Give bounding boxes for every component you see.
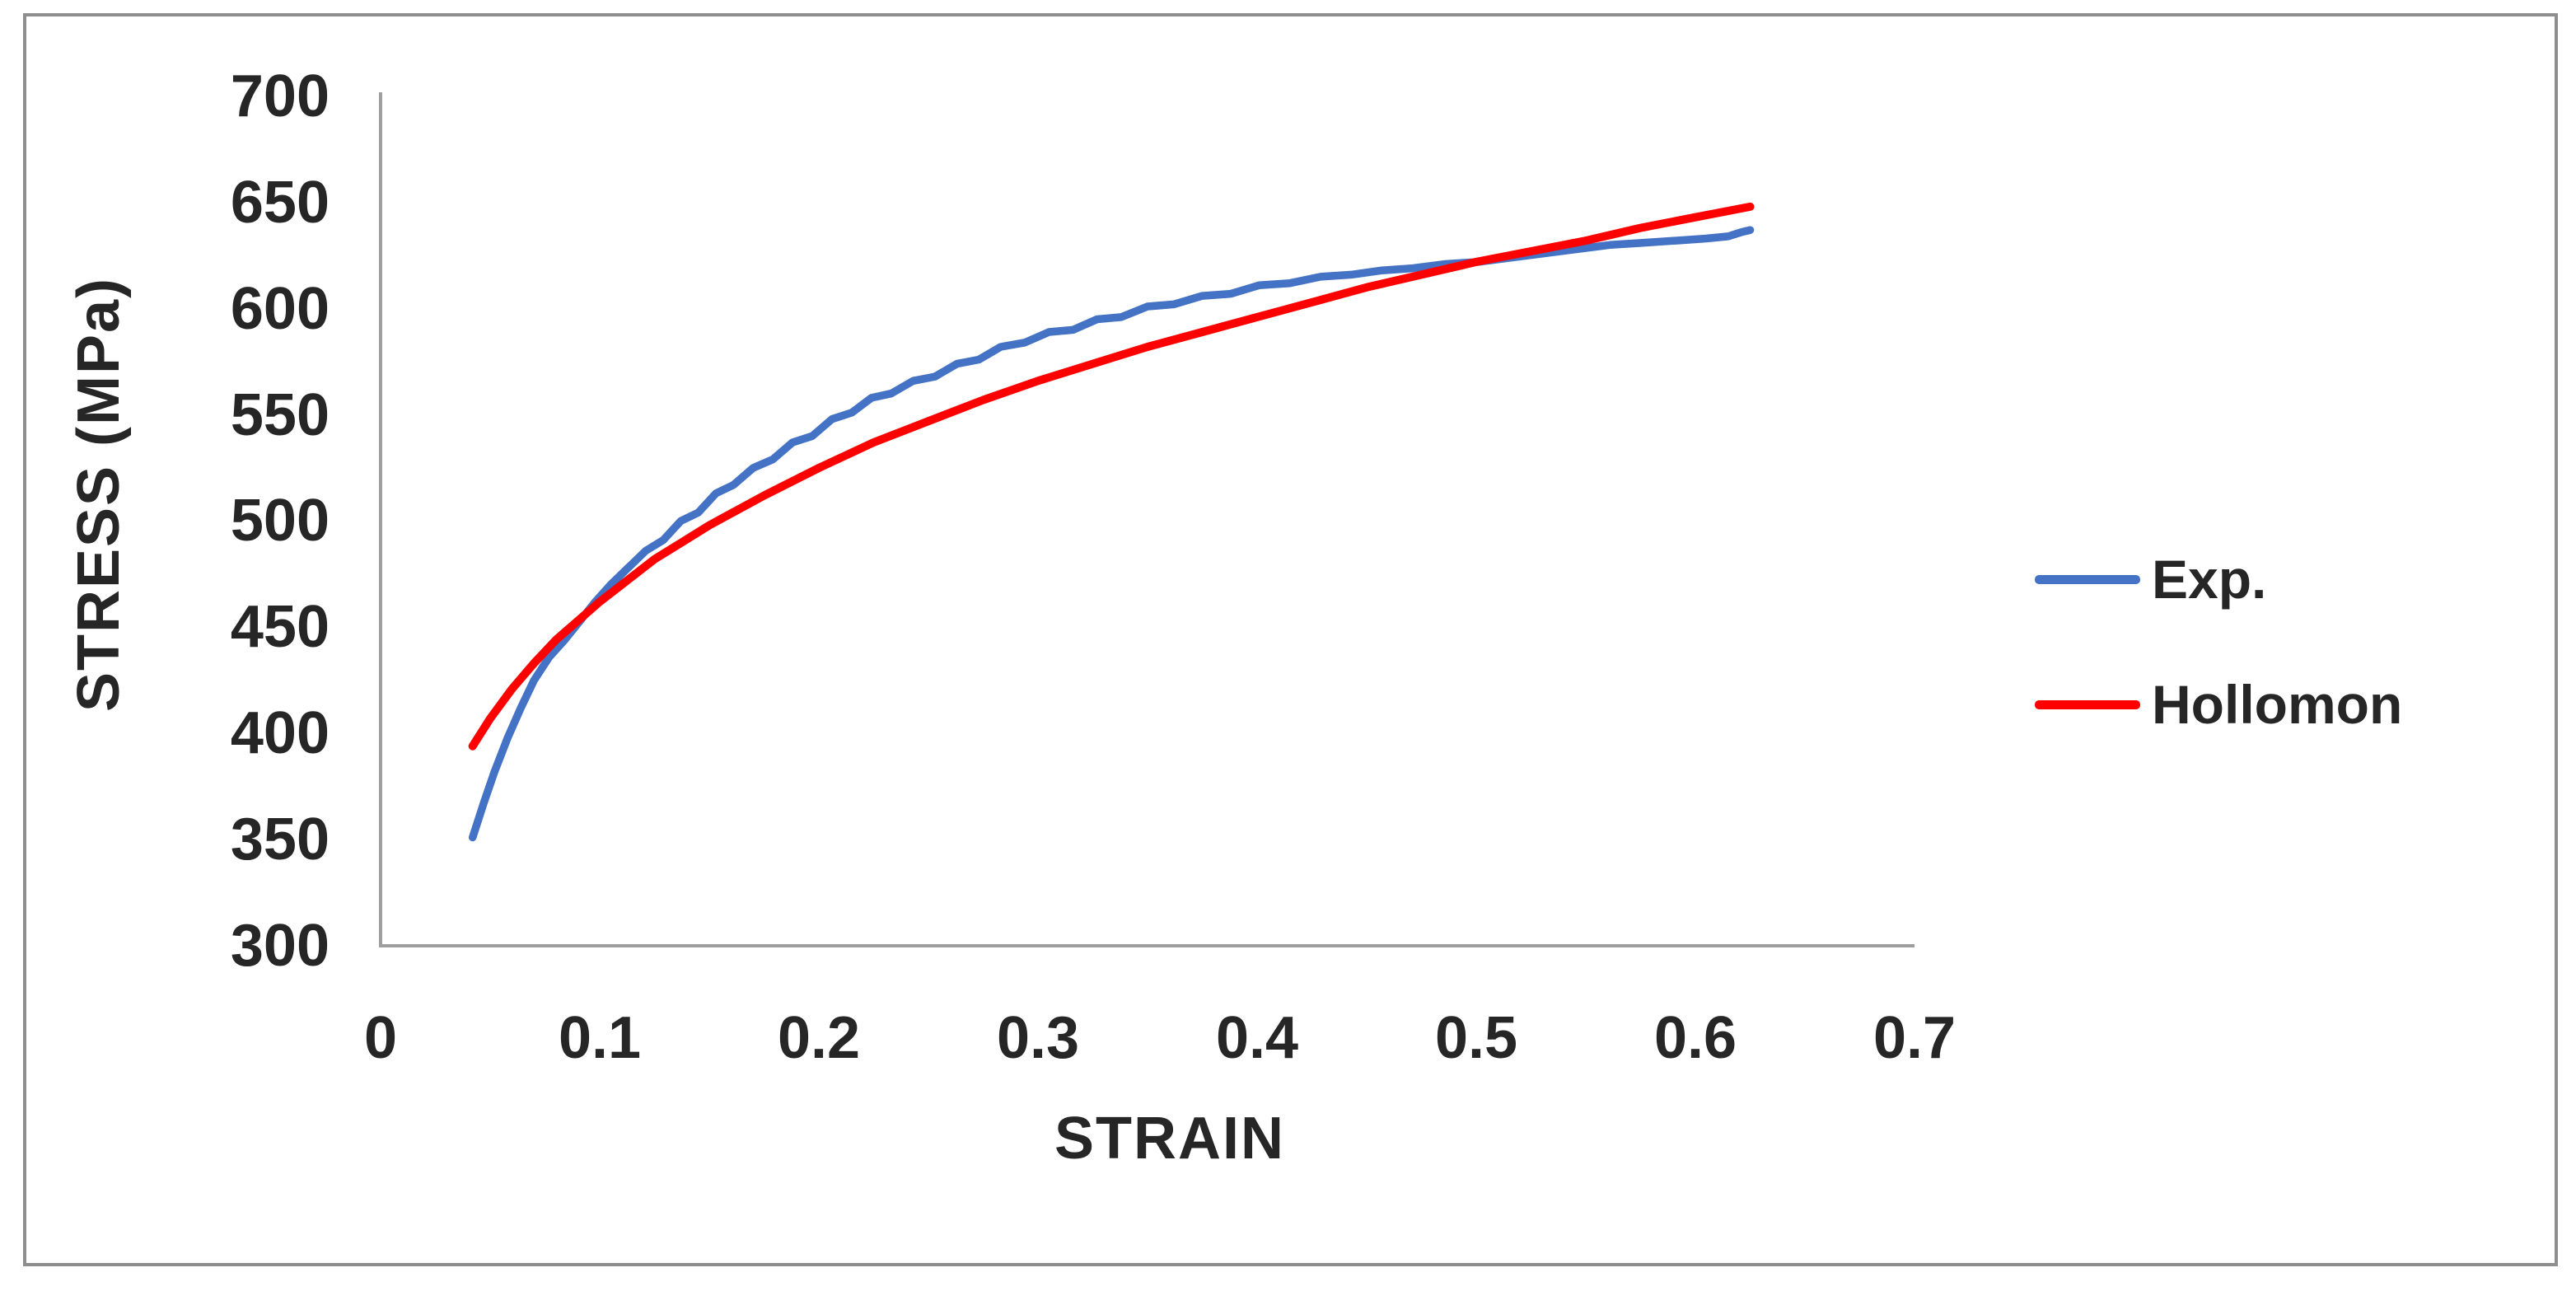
y-axis-tick-label: 350 [230,807,330,873]
legend-label-exp: Exp. [2152,549,2267,610]
legend-item-hollomon: Hollomon [2035,677,2402,732]
legend-label-hollomon: Hollomon [2152,674,2403,735]
legend-item-exp: Exp. [2035,552,2266,606]
figure-border [23,13,2558,1266]
x-axis-tick-label: 0.7 [1872,1005,1957,1071]
y-axis-tick-label: 450 [230,594,330,661]
x-axis-tick-label: 0.6 [1653,1005,1737,1071]
x-axis-title: STRAIN [1054,1106,1285,1172]
y-axis-title: STRESS (MPa) [66,276,132,713]
exp-curve [468,226,1755,842]
x-axis-tick-label: 0.3 [996,1005,1080,1071]
y-axis-tick-label: 700 [230,63,330,129]
legend: Exp. Hollomon [2035,0,2562,1291]
y-axis-tick-label: 400 [230,700,330,767]
x-axis-tick-label: 0.4 [1215,1005,1299,1071]
x-axis-tick-label: 0.5 [1434,1005,1518,1071]
y-axis-tick-label: 500 [230,488,330,554]
exp-line-swatch [2035,574,2140,584]
y-axis-tick-label: 600 [230,275,330,342]
y-axis-tick-label: 300 [230,913,330,979]
hollomon-line-swatch [2035,699,2140,709]
y-axis-tick-label: 650 [230,169,330,236]
x-axis-tick-label: 0 [363,1005,398,1071]
y-axis-tick-label: 550 [230,381,330,448]
x-axis-tick-label: 0.2 [777,1005,861,1071]
x-axis-tick-label: 0.1 [558,1005,642,1071]
hollomon-curve [468,202,1755,751]
